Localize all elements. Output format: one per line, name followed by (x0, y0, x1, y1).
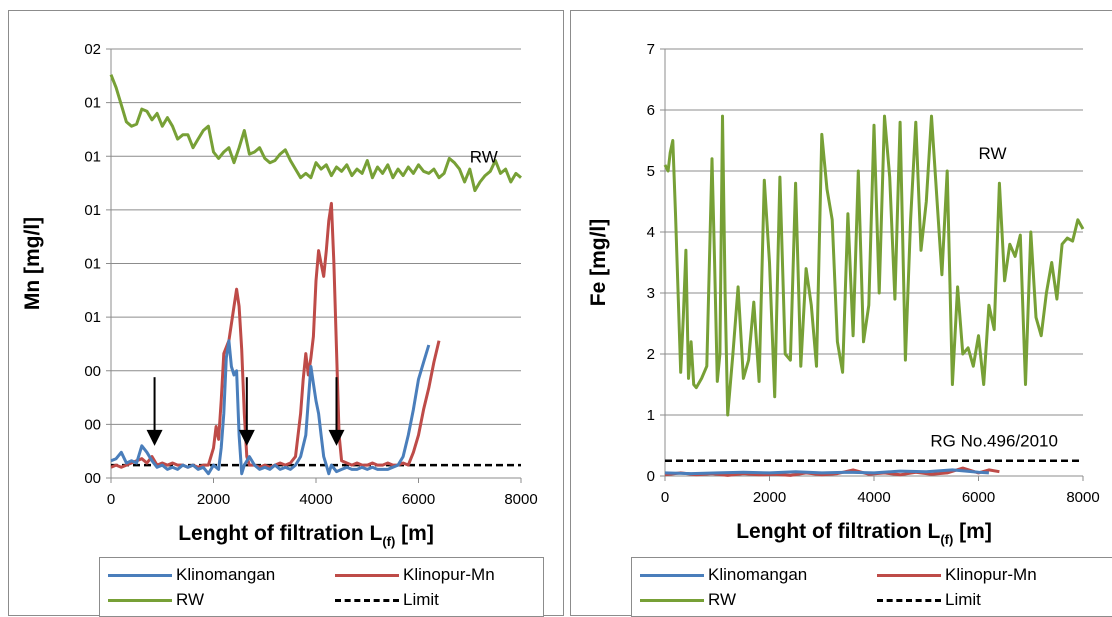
fe-chart-panel: 0 1 2 3 4 5 6 7 0 2000 4000 6000 8000 RW RG No.496/201… (570, 10, 1112, 617)
annotation-label: RW (979, 144, 1007, 163)
y-tick-label: 01 (84, 148, 101, 165)
y-tick-label: 5 (647, 163, 655, 180)
y-tick-label: 2 (647, 346, 655, 363)
legend-item-rw: RW (108, 590, 204, 610)
y-tick-label: 3 (647, 285, 655, 302)
x-tick-label: 6000 (962, 489, 995, 506)
y-tick-label: 01 (84, 202, 101, 219)
legend-label-limit: Limit (403, 590, 439, 609)
legend-swatch-rw (108, 599, 172, 603)
annotation-arrow (238, 377, 255, 446)
mn-chart-panel: 00 00 00 01 01 01 01 01 02 0 2000 4000 6000 8000 RW Mn … (8, 10, 564, 617)
legend-label-klinomangan: Klinomangan (708, 565, 808, 584)
y-axis-title: Fe [mg/l] (587, 219, 610, 307)
y-tick-label: 01 (84, 309, 101, 326)
legend-swatch-klinopur-mn (877, 574, 941, 578)
y-tick-label: 6 (647, 102, 655, 119)
x-tick-label: 0 (107, 491, 115, 508)
fe-chart: 0 1 2 3 4 5 6 7 0 2000 4000 6000 8000 RW RG No.496/201… (587, 41, 1100, 547)
legend-label-limit: Limit (945, 590, 981, 609)
legend-item-klinopur-mn: Klinopur-Mn (877, 565, 1037, 585)
y-tick-label: 01 (84, 256, 101, 273)
series-line-klinopur-mn (110, 201, 441, 469)
legend-label-klinopur-mn: Klinopur-Mn (403, 565, 495, 584)
annotation-label: RG No.496/2010 (930, 432, 1058, 451)
legend-item-klinomangan: Klinomangan (108, 565, 275, 585)
legend-item-limit: Limit (877, 590, 981, 610)
x-tick-label: 8000 (504, 491, 537, 508)
y-axis-title: Mn [mg/l] (21, 217, 44, 310)
legend-swatch-limit (877, 599, 941, 603)
series-line-rw (109, 74, 522, 193)
legend-item-limit: Limit (335, 590, 439, 610)
x-tick-label: 2000 (753, 489, 786, 506)
legend-swatch-limit (335, 599, 399, 603)
arrow-head (328, 429, 345, 446)
legend-swatch-klinopur-mn (335, 574, 399, 578)
legend-label-rw: RW (708, 590, 737, 609)
x-axis-title: Lenght of filtration L(f) [m] (178, 522, 434, 549)
series-line-klinomangan (664, 468, 989, 476)
series-line-rw (663, 114, 1085, 417)
y-tick-label: 01 (84, 95, 101, 112)
legend-label-klinomangan: Klinomangan (176, 565, 276, 584)
x-tick-label: 8000 (1066, 489, 1099, 506)
legend-swatch-klinomangan (640, 574, 704, 578)
y-tick-label: 4 (647, 224, 655, 241)
x-tick-label: 4000 (299, 491, 332, 508)
arrow-head (238, 429, 255, 446)
y-tick-label: 0 (647, 468, 655, 485)
fe-chart-legend: Klinomangan Klinopur-Mn RW Limit (631, 557, 1112, 617)
y-tick-label: 00 (84, 416, 101, 433)
x-tick-label: 0 (661, 489, 669, 506)
mn-chart-legend: Klinomangan Klinopur-Mn RW Limit (99, 557, 544, 617)
y-tick-label: 02 (84, 41, 101, 58)
x-tick-label: 4000 (857, 489, 890, 506)
arrow-head (146, 429, 163, 446)
y-tick-label: 7 (647, 41, 655, 58)
annotation-arrow (146, 377, 163, 446)
y-tick-label: 00 (84, 470, 101, 487)
mn-chart: 00 00 00 01 01 01 01 01 02 0 2000 4000 6000 8000 RW Mn … (21, 41, 538, 549)
legend-item-rw: RW (640, 590, 736, 610)
legend-item-klinomangan: Klinomangan (640, 565, 807, 585)
legend-label-klinopur-mn: Klinopur-Mn (945, 565, 1037, 584)
legend-label-rw: RW (176, 590, 205, 609)
annotation-label: RW (470, 148, 498, 167)
y-tick-label: 00 (84, 363, 101, 380)
legend-item-klinopur-mn: Klinopur-Mn (335, 565, 495, 585)
x-tick-label: 2000 (197, 491, 230, 508)
legend-swatch-klinomangan (108, 574, 172, 578)
annotation-arrow (328, 377, 345, 446)
legend-swatch-rw (640, 599, 704, 603)
x-axis-title: Lenght of filtration L(f) [m] (736, 520, 992, 547)
x-tick-label: 6000 (402, 491, 435, 508)
series-line-klinomangan (110, 339, 431, 476)
y-tick-label: 1 (647, 407, 655, 424)
